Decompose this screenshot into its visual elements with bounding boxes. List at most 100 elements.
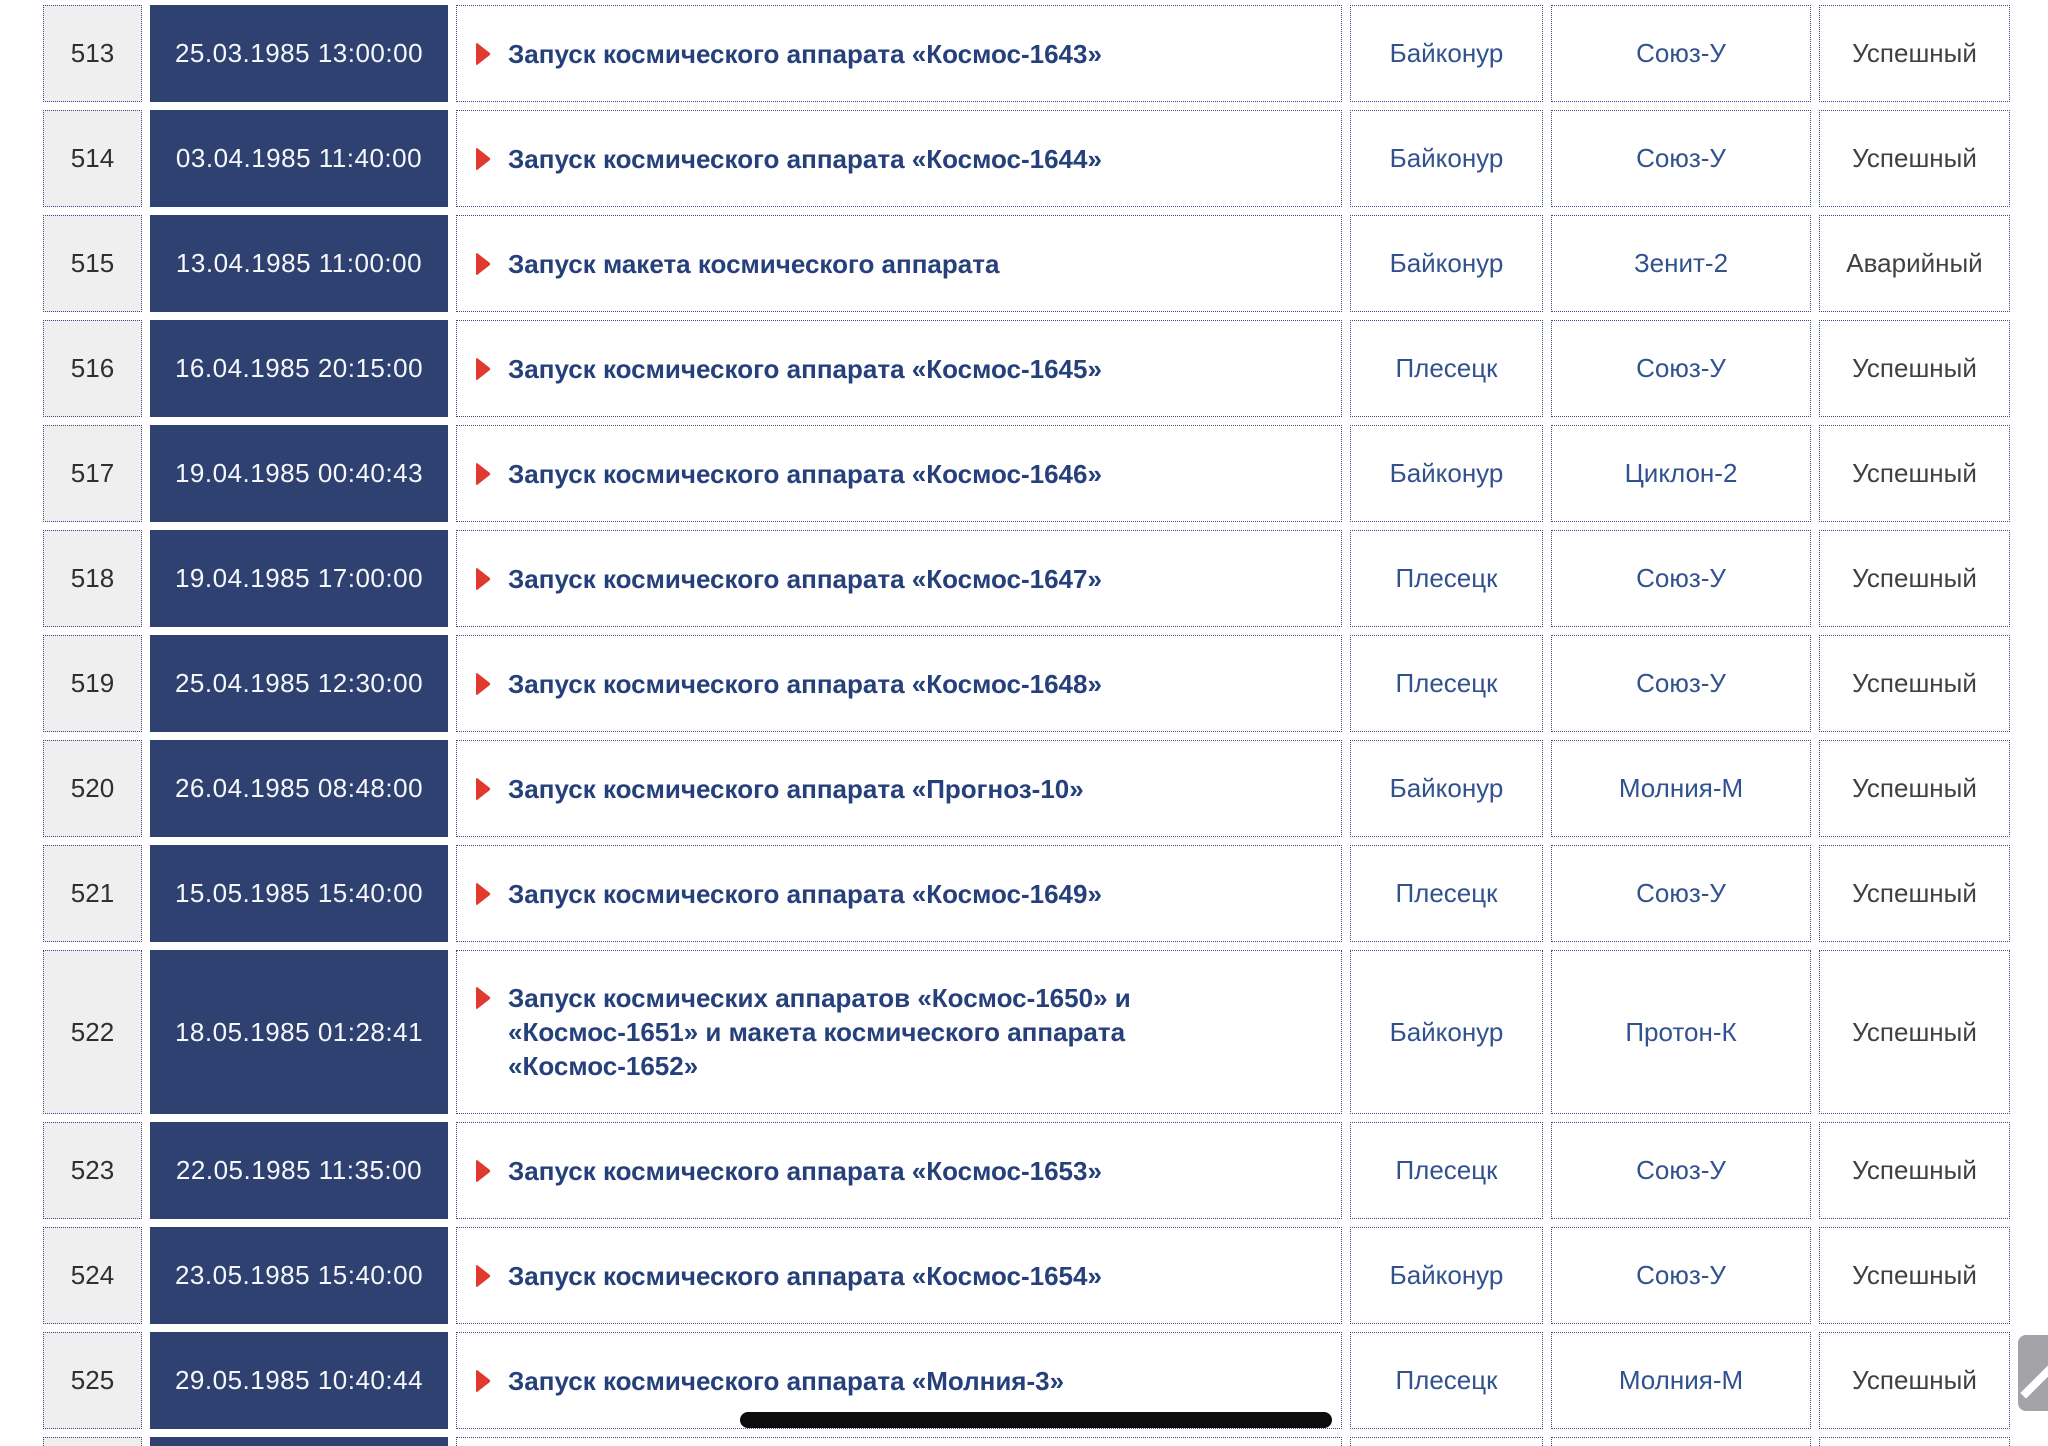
horizontal-scrollbar-thumb[interactable] [740, 1412, 1332, 1428]
table-row: 519 25.04.1985 12:30:00 Запуск космическ… [43, 635, 2010, 732]
play-arrow-icon [474, 42, 491, 66]
table-row: 521 15.05.1985 15:40:00 Запуск космическ… [43, 845, 2010, 942]
play-arrow-icon [474, 986, 491, 1010]
launch-link[interactable]: Запуск космических аппаратов «Космос-165… [508, 983, 1131, 1081]
row-launch-site: Байконур [1350, 110, 1543, 207]
launch-link[interactable]: Запуск космического аппарата «Космос-164… [508, 878, 1102, 909]
launch-table: 513 25.03.1985 13:00:00 Запуск космическ… [35, 0, 2018, 1446]
play-arrow-icon [474, 147, 491, 171]
table-row: 518 19.04.1985 17:00:00 Запуск космическ… [43, 530, 2010, 627]
row-title-cell: Запуск космического аппарата «Космос-164… [456, 110, 1342, 207]
row-id: 526 [43, 1437, 142, 1446]
table-row: 524 23.05.1985 15:40:00 Запуск космическ… [43, 1227, 2010, 1324]
row-id: 524 [43, 1227, 142, 1324]
row-launch-site: Байконур [1350, 5, 1543, 102]
play-arrow-icon [474, 672, 491, 696]
launch-link[interactable]: Запуск космического аппарата «Космос-164… [508, 563, 1102, 594]
row-status: Успешный [1819, 635, 2010, 732]
play-arrow-icon [474, 1159, 491, 1183]
row-rocket: Циклон-2 [1551, 425, 1811, 522]
row-rocket: Зенит-2 [1551, 215, 1811, 312]
table-row: 513 25.03.1985 13:00:00 Запуск космическ… [43, 5, 2010, 102]
launch-link[interactable]: Запуск космического аппарата «Космос-164… [508, 353, 1102, 384]
row-status: Успешный [1819, 1122, 2010, 1219]
row-status: Успешный [1819, 530, 2010, 627]
play-arrow-icon [474, 1369, 491, 1393]
play-arrow-icon [474, 777, 491, 801]
row-id: 520 [43, 740, 142, 837]
row-datetime: 25.04.1985 12:30:00 [150, 635, 448, 732]
launch-link[interactable]: Запуск космического аппарата «Молния-3» [508, 1365, 1065, 1396]
launch-link[interactable]: Запуск космического аппарата «Космос-164… [508, 38, 1102, 69]
row-launch-site: Плесецк [1350, 845, 1543, 942]
row-datetime: 16.04.1985 20:15:00 [150, 320, 448, 417]
row-rocket: Союз-У [1551, 1122, 1811, 1219]
row-title-cell: Запуск космического аппарата «Космос-164… [456, 320, 1342, 417]
play-arrow-icon [474, 882, 491, 906]
row-rocket: Молния-М [1551, 740, 1811, 837]
row-status: Успешный [1819, 425, 2010, 522]
row-datetime: 18.05.1985 01:28:41 [150, 950, 448, 1114]
row-rocket: Космос-3М [1551, 1437, 1811, 1446]
row-id: 525 [43, 1332, 142, 1429]
play-arrow-icon [474, 567, 491, 591]
row-rocket: Союз-У [1551, 1227, 1811, 1324]
row-rocket: Союз-У [1551, 845, 1811, 942]
row-title-cell: Запуск космического аппарата «Космос-164… [456, 845, 1342, 942]
row-status: Успешный [1819, 1437, 2010, 1446]
row-launch-site: Плесецк [1350, 530, 1543, 627]
row-status: Успешный [1819, 110, 2010, 207]
row-status: Успешный [1819, 1332, 2010, 1429]
row-rocket: Протон-К [1551, 950, 1811, 1114]
row-launch-site: Плесецк [1350, 1122, 1543, 1219]
row-status: Успешный [1819, 950, 2010, 1114]
row-datetime: 26.04.1985 08:48:00 [150, 740, 448, 837]
launch-table-body: 513 25.03.1985 13:00:00 Запуск космическ… [43, 5, 2010, 1446]
launch-link[interactable]: Запуск космического аппарата «Космос-164… [508, 668, 1102, 699]
scroll-top-button[interactable] [2018, 1335, 2048, 1411]
row-datetime: 22.05.1985 11:35:00 [150, 1122, 448, 1219]
launch-link[interactable]: Запуск космического аппарата «Космос-165… [508, 1260, 1102, 1291]
table-row: 520 26.04.1985 08:48:00 Запуск космическ… [43, 740, 2010, 837]
row-id: 515 [43, 215, 142, 312]
row-status: Успешный [1819, 845, 2010, 942]
table-row: 526 30.05.1985 04:14:50 Запуск космическ… [43, 1437, 2010, 1446]
row-datetime: 13.04.1985 11:00:00 [150, 215, 448, 312]
row-datetime: 03.04.1985 11:40:00 [150, 110, 448, 207]
row-launch-site: Плесецк [1350, 1437, 1543, 1446]
row-title-cell: Запуск космического аппарата «Прогноз-10… [456, 740, 1342, 837]
row-status: Успешный [1819, 320, 2010, 417]
row-status: Успешный [1819, 1227, 2010, 1324]
row-launch-site: Байконур [1350, 740, 1543, 837]
row-rocket: Союз-У [1551, 320, 1811, 417]
row-launch-site: Плесецк [1350, 320, 1543, 417]
row-launch-site: Байконур [1350, 950, 1543, 1114]
launch-link[interactable]: Запуск космического аппарата «Космос-164… [508, 143, 1102, 174]
row-rocket: Союз-У [1551, 635, 1811, 732]
table-row: 522 18.05.1985 01:28:41 Запуск космическ… [43, 950, 2010, 1114]
row-launch-site: Байконур [1350, 215, 1543, 312]
row-status: Успешный [1819, 5, 2010, 102]
table-row: 523 22.05.1985 11:35:00 Запуск космическ… [43, 1122, 2010, 1219]
row-launch-site: Плесецк [1350, 635, 1543, 732]
launch-link[interactable]: Запуск макета космического аппарата [508, 248, 1000, 279]
row-id: 514 [43, 110, 142, 207]
launch-link[interactable]: Запуск космического аппарата «Прогноз-10… [508, 773, 1084, 804]
row-id: 517 [43, 425, 142, 522]
launch-link[interactable]: Запуск космического аппарата «Космос-165… [508, 1155, 1102, 1186]
table-row: 517 19.04.1985 00:40:43 Запуск космическ… [43, 425, 2010, 522]
scroll-top-icon [2020, 1365, 2048, 1399]
row-launch-site: Плесецк [1350, 1332, 1543, 1429]
row-title-cell: Запуск космического аппарата «Космос-164… [456, 5, 1342, 102]
row-title-cell: Запуск космического аппарата «Космос-165… [456, 1122, 1342, 1219]
row-title-cell: Запуск космических аппаратов «Космос-165… [456, 950, 1342, 1114]
row-rocket: Союз-У [1551, 110, 1811, 207]
play-arrow-icon [474, 1264, 491, 1288]
table-row: 514 03.04.1985 11:40:00 Запуск космическ… [43, 110, 2010, 207]
row-id: 518 [43, 530, 142, 627]
table-row: 515 13.04.1985 11:00:00 Запуск макета ко… [43, 215, 2010, 312]
row-title-cell: Запуск космического аппарата «Космос-165… [456, 1227, 1342, 1324]
play-arrow-icon [474, 252, 491, 276]
launch-link[interactable]: Запуск космического аппарата «Космос-164… [508, 458, 1102, 489]
